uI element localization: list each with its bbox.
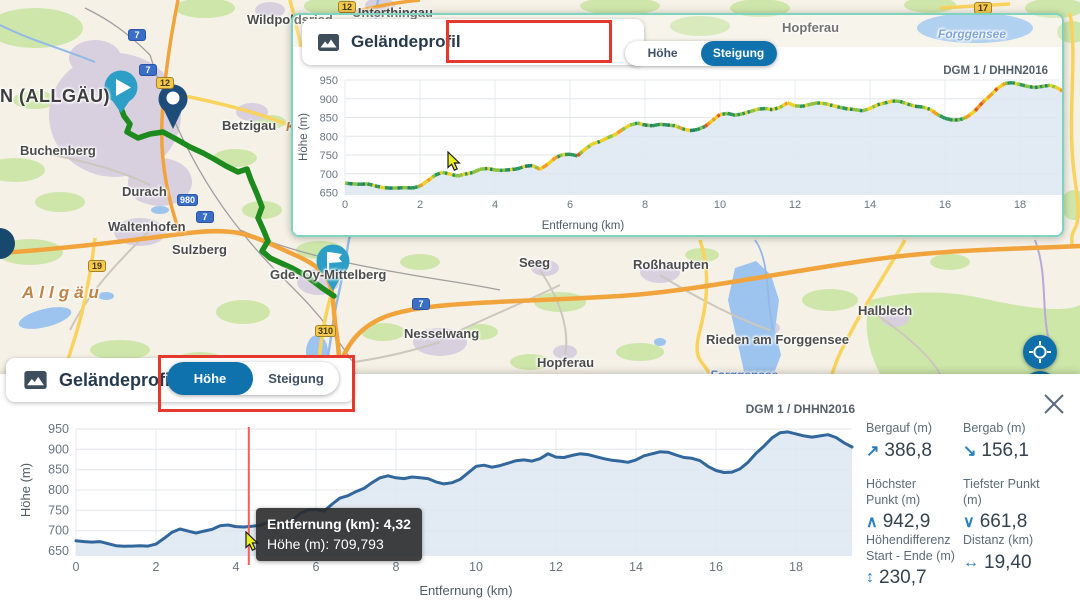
svg-text:750: 750 <box>48 503 69 517</box>
map-minor-roads <box>29 149 941 375</box>
tooltip-elevation: Höhe (m): 709,793 <box>267 536 384 553</box>
svg-text:10: 10 <box>469 560 483 574</box>
panel-title: Geländeprofil <box>59 369 176 390</box>
svg-text:850: 850 <box>48 463 69 477</box>
road-shield: 980 <box>177 194 199 206</box>
panel-title: Geländeprofil <box>351 32 461 51</box>
road-shield: 12 <box>338 1 356 13</box>
svg-text:950: 950 <box>48 422 69 436</box>
road-shield: 12 <box>156 77 174 89</box>
terrain-profile-icon <box>24 371 47 389</box>
road-shield: 7 <box>412 298 430 310</box>
svg-text:900: 900 <box>48 442 69 456</box>
svg-text:700: 700 <box>320 169 338 181</box>
svg-text:6: 6 <box>567 199 573 211</box>
profile-mode-toggle: Höhe Steigung <box>624 40 777 66</box>
svg-text:12: 12 <box>549 560 563 574</box>
map-control-left-button[interactable] <box>0 228 15 259</box>
road-shield: 310 <box>315 325 337 337</box>
route-waypoint-pin[interactable] <box>158 84 188 130</box>
stat-bergauf: Bergauf (m) ↗ 386,8 <box>866 421 932 461</box>
svg-text:18: 18 <box>1014 199 1026 211</box>
toggle-steigung[interactable]: Steigung <box>700 40 777 66</box>
svg-text:2: 2 <box>417 199 423 211</box>
toggle-steigung[interactable]: Steigung <box>268 371 324 386</box>
stat-distanz: Distanz (km) ↔ 19,40 <box>963 533 1034 573</box>
svg-text:0: 0 <box>73 560 80 574</box>
arrow-up-right-icon: ↗ <box>866 442 880 460</box>
road-shield: 7 <box>139 64 157 76</box>
close-icon <box>1044 394 1064 414</box>
svg-text:0: 0 <box>342 199 348 211</box>
geolocate-button[interactable] <box>1023 335 1057 369</box>
route-end-pin[interactable] <box>316 244 350 292</box>
svg-text:650: 650 <box>320 188 338 200</box>
elevation-chart-steigung[interactable]: 650 700 750 800 850 900 950 0 2 4 6 8 10 12 14 16 18 Entf… <box>293 47 1062 237</box>
svg-text:750: 750 <box>320 150 338 162</box>
svg-text:6: 6 <box>313 560 320 574</box>
map-motorways <box>0 0 1080 375</box>
terrain-profile-panel-top: Geländeprofil Höhe Steigung DGM 1 / DHHN… <box>291 13 1064 237</box>
road-shield: 19 <box>88 260 106 272</box>
close-panel-button[interactable] <box>1042 390 1070 418</box>
arrow-down-right-icon: ↘ <box>963 442 977 460</box>
svg-text:Höhe (m): Höhe (m) <box>18 463 33 517</box>
svg-text:4: 4 <box>233 560 240 574</box>
route-line[interactable] <box>118 105 337 299</box>
play-icon <box>116 79 131 96</box>
stat-bergab: Bergab (m) ↘ 156,1 <box>963 421 1029 461</box>
panel-header: Geländeprofil Höhe Steigung <box>302 19 777 66</box>
svg-text:8: 8 <box>642 199 648 211</box>
crosshair-icon <box>1029 341 1051 363</box>
svg-text:950: 950 <box>320 75 338 87</box>
svg-text:900: 900 <box>320 94 338 106</box>
arrow-left-right-icon: ↔ <box>963 553 979 571</box>
svg-text:800: 800 <box>320 131 338 143</box>
dgm-source-label: DGM 1 / DHHN2016 <box>745 402 855 416</box>
chart-tooltip: Entfernung (km): 4,32 Höhe (m): 709,793 <box>256 508 422 561</box>
svg-text:14: 14 <box>864 199 876 211</box>
terrain-profile-icon <box>318 33 339 51</box>
toggle-hoehe[interactable]: Höhe <box>647 46 678 60</box>
svg-text:650: 650 <box>48 544 69 558</box>
svg-text:Höhe (m): Höhe (m) <box>298 113 310 161</box>
svg-text:8: 8 <box>393 560 400 574</box>
svg-text:16: 16 <box>709 560 723 574</box>
svg-text:12: 12 <box>789 199 801 211</box>
route-start-pin[interactable] <box>104 70 138 114</box>
road-shield: 7 <box>196 211 214 223</box>
arrow-up-down-icon: ↕ <box>866 569 874 587</box>
toggle-hoehe[interactable]: Höhe <box>167 362 253 395</box>
flag-icon <box>327 252 342 272</box>
svg-text:2: 2 <box>153 560 160 574</box>
stat-hoechster-punkt: Höchster Punkt (m) ∧ 942,9 <box>866 477 931 533</box>
svg-text:800: 800 <box>48 483 69 497</box>
profile-mode-toggle: Höhe Steigung <box>167 362 339 395</box>
svg-text:700: 700 <box>48 524 69 538</box>
tooltip-distance: Entfernung (km): 4,32 <box>267 516 411 532</box>
svg-text:18: 18 <box>789 560 803 574</box>
stat-hoehendifferenz: Höhendifferenz Start - Ende (m) ↕ 230,7 <box>866 533 955 589</box>
svg-text:850: 850 <box>320 113 338 125</box>
chevron-down-icon: ∨ <box>963 514 975 532</box>
svg-text:10: 10 <box>714 199 726 211</box>
svg-text:4: 4 <box>492 199 498 211</box>
svg-text:Entfernung (km): Entfernung (km) <box>542 220 625 232</box>
svg-text:Entfernung (km): Entfernung (km) <box>419 583 512 598</box>
chevron-up-icon: ∧ <box>866 514 878 532</box>
svg-text:16: 16 <box>939 199 951 211</box>
road-shield: 7 <box>128 29 146 41</box>
stat-tiefster-punkt: Tiefster Punkt (m) ∨ 661,8 <box>963 477 1040 533</box>
svg-text:14: 14 <box>629 560 643 574</box>
dgm-source-label: DGM 1 / DHHN2016 <box>943 65 1048 77</box>
